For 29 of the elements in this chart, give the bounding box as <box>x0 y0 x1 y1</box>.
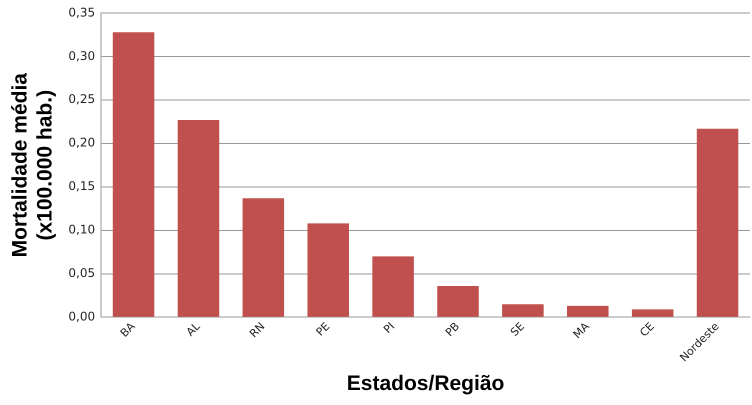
x-tick-label: RN <box>247 320 268 340</box>
bar <box>178 120 220 317</box>
x-tick-label: CE <box>637 320 657 340</box>
y-tick-label: 0,30 <box>68 48 96 63</box>
bar <box>502 304 544 317</box>
bar <box>307 223 349 317</box>
x-tick-label: AL <box>184 319 204 339</box>
x-tick-label: BA <box>118 320 138 340</box>
x-axis-title: Estados/Região <box>346 372 504 396</box>
bar <box>632 309 674 317</box>
x-tick-label: MA <box>570 320 592 342</box>
y-tick-label: 0,10 <box>68 222 96 236</box>
y-tick-label: 0,05 <box>68 266 96 280</box>
x-tick-label: SE <box>508 320 528 339</box>
bar <box>437 286 479 317</box>
y-axis-title: Mortalidade média (x100.000 hab.) <box>8 72 57 258</box>
bar <box>242 198 284 317</box>
y-tick-label: 0,15 <box>68 179 96 194</box>
x-tick-label: PE <box>314 320 332 339</box>
y-tick-label: 0,00 <box>68 309 96 324</box>
bar <box>372 256 414 317</box>
bar <box>567 306 609 317</box>
y-tick-label: 0,25 <box>68 92 96 106</box>
bar <box>696 128 738 317</box>
x-tick-label: PB <box>442 320 462 340</box>
bar <box>112 32 154 317</box>
x-tick-label: PI <box>381 320 398 336</box>
y-tick-label: 0,35 <box>68 5 96 20</box>
y-tick-label: 0,20 <box>68 136 96 150</box>
